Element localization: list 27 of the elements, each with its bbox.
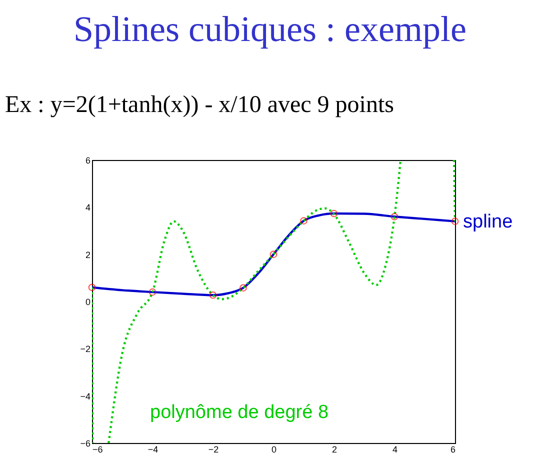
point [330,210,338,218]
point [451,218,459,225]
y-tick-label: 6 [85,156,90,166]
chart-subtitle: Ex : y=2(1+tanh(x)) - x/10 avec 9 points [5,92,394,118]
y-tick-label: 0 [85,297,90,307]
line-series [92,212,455,296]
point [240,284,247,292]
x-tick-label: −2 [208,444,219,454]
chart-title: Splines cubiques : exemple [74,9,466,49]
x-tick-label: −4 [148,444,158,454]
point [390,212,398,220]
y-tick-label: 4 [85,202,90,213]
y-tick-label: 2 [85,250,90,260]
point [209,291,217,299]
series-label: polynôme de degré 8 [150,402,329,423]
point [270,250,278,258]
x-tick-label: −6 [92,444,103,454]
x-tick-label: 0 [271,444,277,454]
x-tick-label: 4 [392,444,398,454]
series-label: spline [463,211,513,232]
y-tick-label: −4 [80,391,90,402]
point [88,284,96,292]
point [300,217,308,224]
y-tick-label: −2 [80,344,90,354]
x-tick-label: 2 [332,444,338,454]
point [148,288,156,296]
x-tick-label: 6 [450,444,456,454]
